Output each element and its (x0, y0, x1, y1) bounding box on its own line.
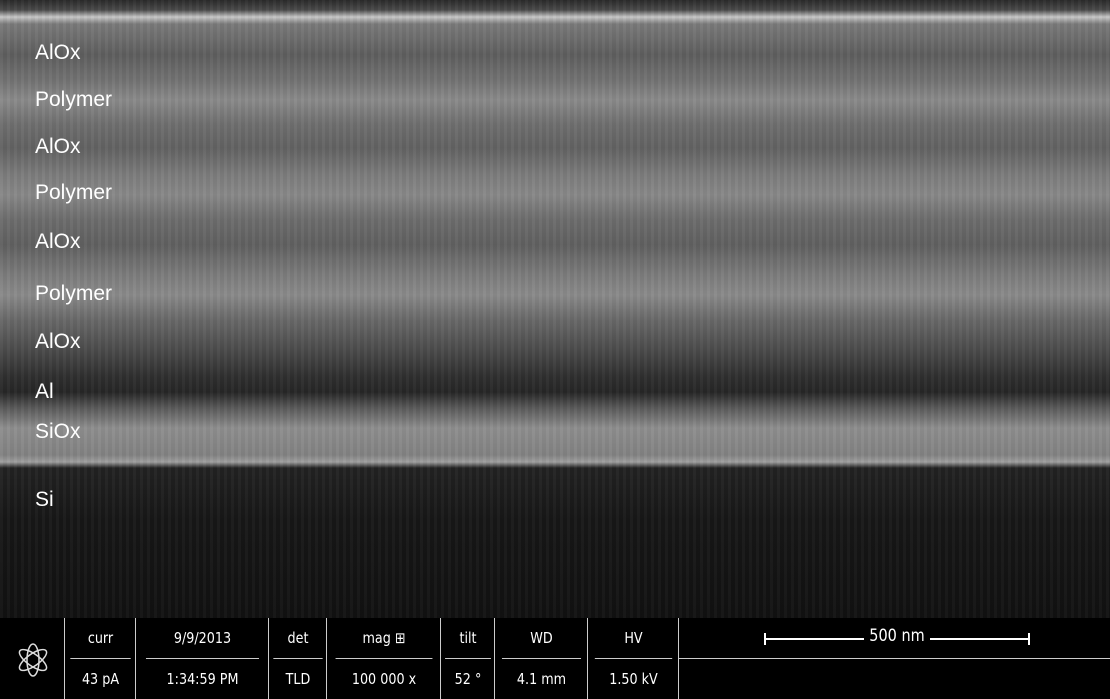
scale-line (930, 638, 1030, 640)
info-value: 43 pA (70, 658, 131, 699)
layer-label: Polymer (35, 181, 113, 204)
divider (679, 658, 1110, 659)
info-value: 1.50 kV (594, 658, 673, 699)
layer-label: AlOx (35, 135, 81, 158)
info-header: det (287, 629, 309, 647)
layer-label: AlOx (35, 230, 81, 253)
layer-label: Al (35, 380, 54, 403)
info-cell: tilt 52 ° (440, 618, 495, 699)
scale-end (764, 633, 766, 645)
scale-end (1028, 633, 1030, 645)
info-cell: det TLD (268, 618, 327, 699)
info-header: HV (624, 629, 643, 647)
layer-label: AlOx (35, 41, 81, 64)
info-cell: curr 43 pA (64, 618, 136, 699)
info-header: WD (530, 629, 553, 647)
info-value: 52 ° (445, 658, 491, 699)
scale-label: 500 nm (869, 626, 925, 646)
atom-icon (18, 643, 48, 677)
layer-label: SiOx (35, 420, 81, 443)
scale-bar: 500 nm (678, 618, 1110, 699)
scale-line (764, 638, 864, 640)
layer-label: AlOx (35, 330, 81, 353)
info-cell: mag ⊞ 100 000 x (326, 618, 441, 699)
info-value: 4.1 mm (501, 658, 582, 699)
info-cell: HV 1.50 kV (587, 618, 679, 699)
info-header: tilt (459, 629, 477, 647)
layer-label: Si (35, 488, 54, 511)
layer-label: Polymer (35, 282, 113, 305)
info-cell: 9/9/2013 1:34:59 PM (135, 618, 269, 699)
layer-label: Polymer (35, 88, 113, 111)
info-header: 9/9/2013 (173, 629, 232, 647)
info-value: 100 000 x (335, 658, 433, 699)
info-cell: WD 4.1 mm (494, 618, 588, 699)
info-header: mag ⊞ (362, 629, 406, 647)
sem-image (0, 0, 1110, 618)
info-value: 1:34:59 PM (145, 658, 260, 699)
info-value: TLD (273, 658, 323, 699)
info-bar: 500 nm curr 43 pA 9/9/2013 1:34:59 PM det TLD… (0, 618, 1110, 699)
info-header: curr (87, 629, 114, 647)
